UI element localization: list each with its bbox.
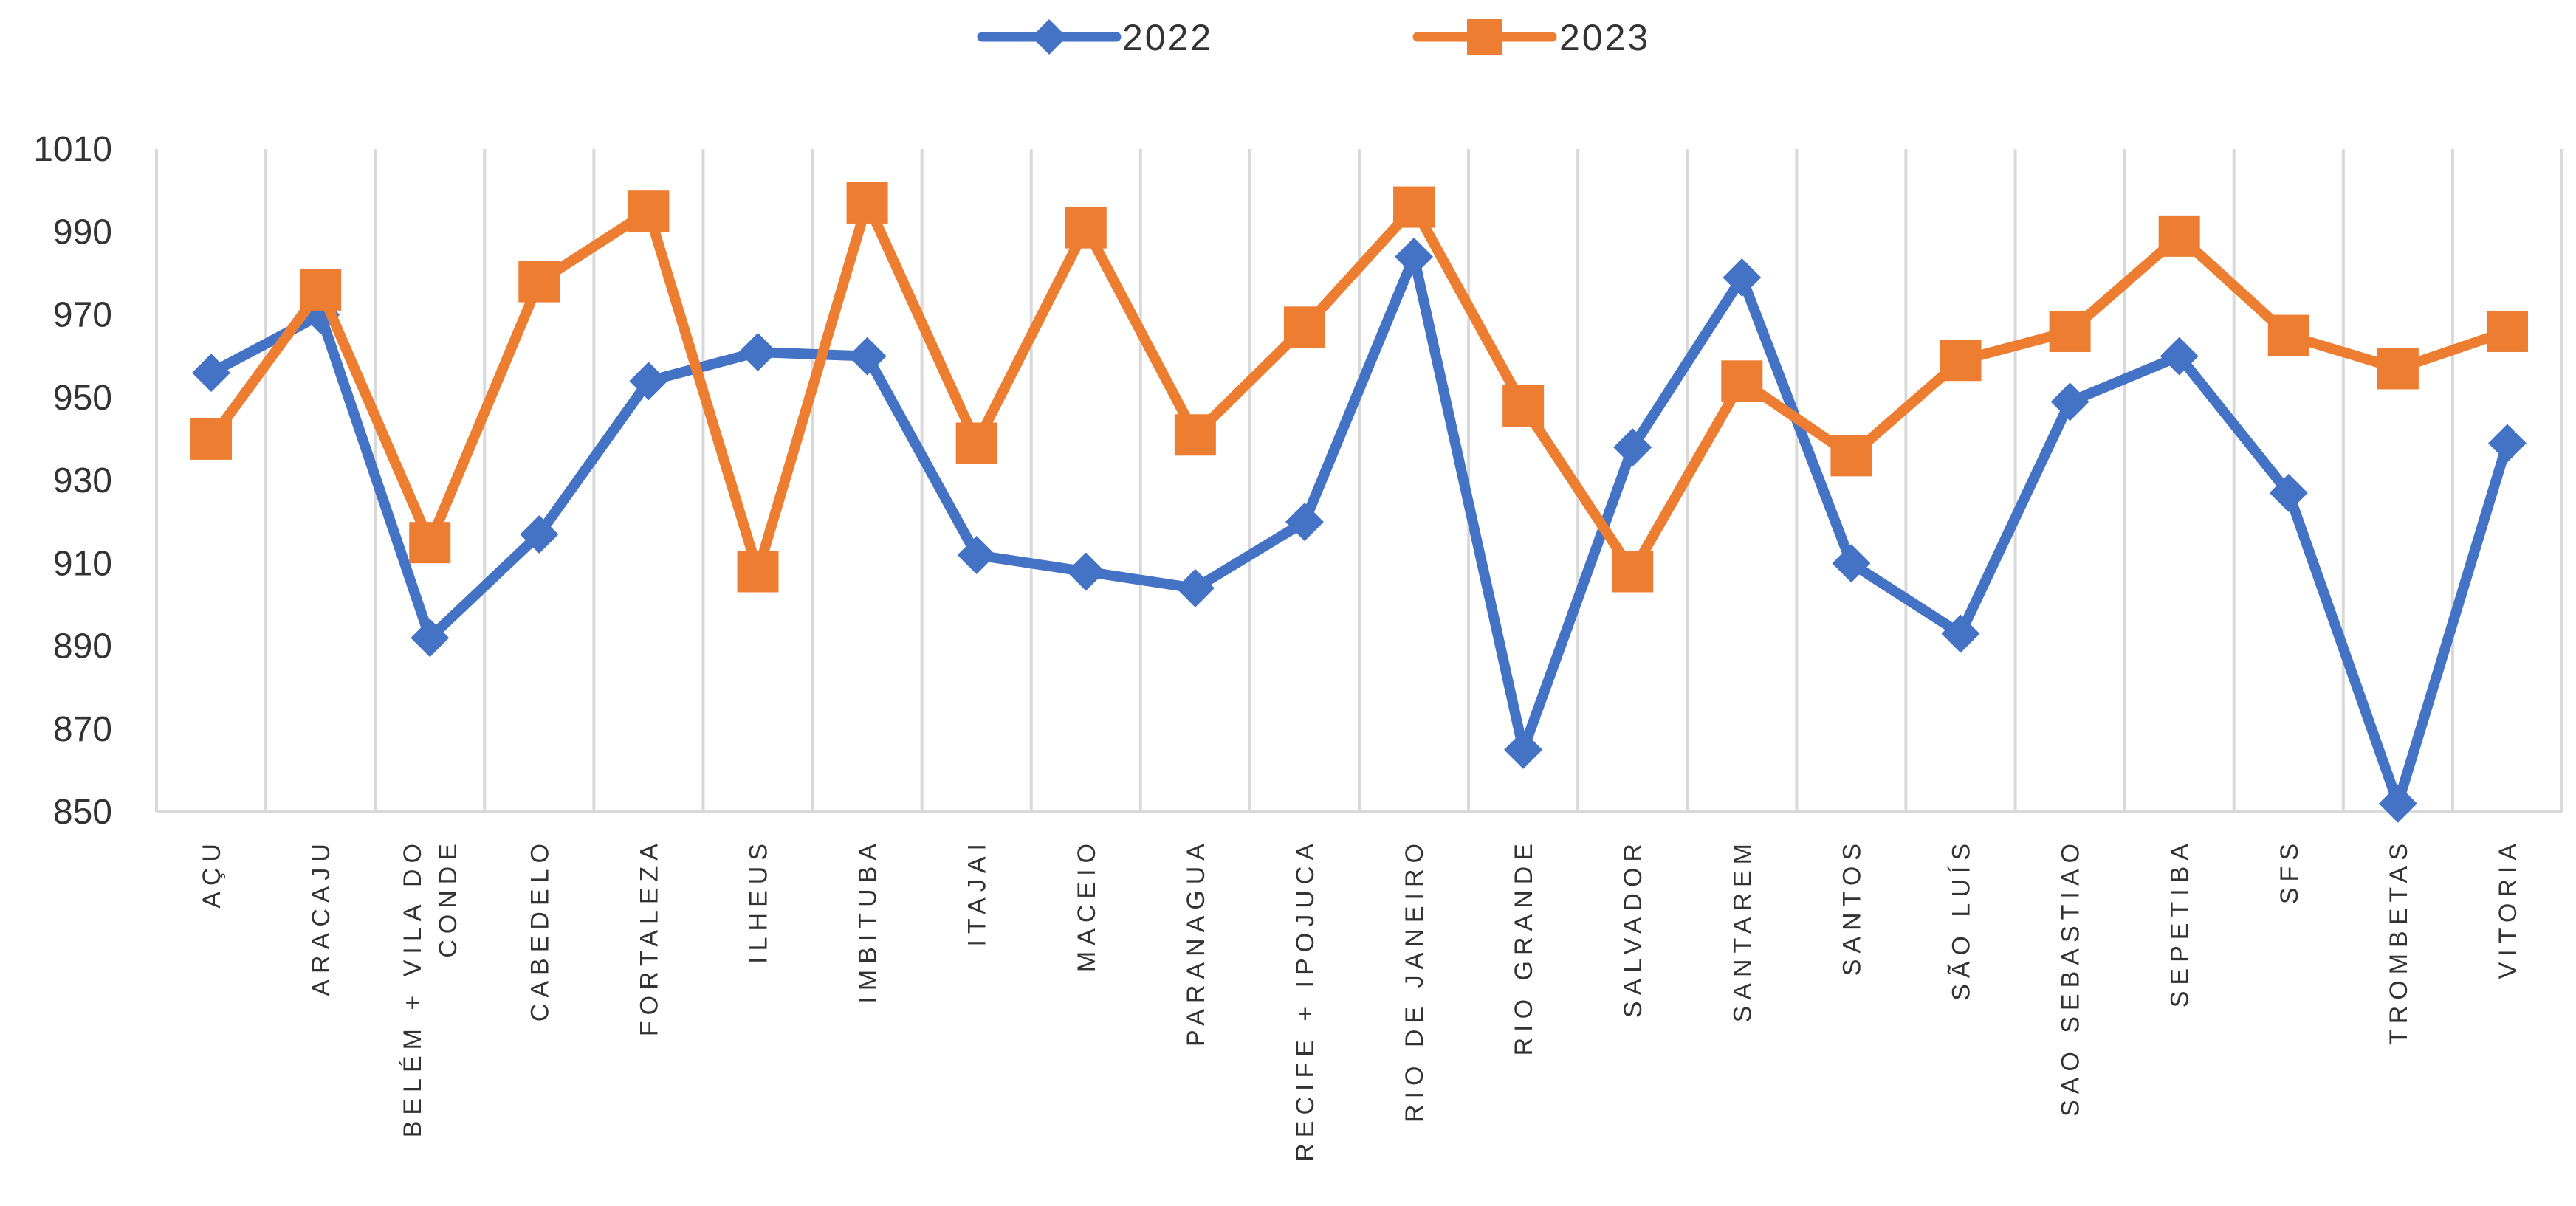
data-point-2023 [300, 269, 342, 311]
data-point-2022 [1175, 568, 1215, 607]
legend-label: 2023 [1559, 17, 1650, 58]
legend-marker [1031, 19, 1067, 55]
data-point-2022 [1504, 730, 1543, 769]
data-point-2022 [848, 337, 887, 376]
x-tick-label: TROMBETAS [2385, 838, 2413, 1045]
x-tick-label: SFS [2276, 838, 2304, 904]
data-point-2023 [518, 261, 560, 303]
data-point-2022 [738, 333, 777, 372]
y-tick-label: 990 [53, 213, 112, 252]
data-point-2023 [1174, 414, 1216, 456]
data-point-2023 [409, 522, 451, 564]
y-tick-label: 870 [53, 710, 112, 749]
data-point-2023 [2486, 310, 2528, 352]
series [190, 182, 2528, 823]
x-tick-label: SEPETIBA [2166, 838, 2194, 1007]
x-tick-label: SAO SEBASTIAO [2057, 838, 2085, 1117]
y-axis-ticks: 850 870 890 910 930 950 970 990 1010 [33, 130, 112, 832]
data-point-2023 [190, 418, 233, 460]
data-point-2023 [846, 182, 888, 224]
x-tick-label: RIO GRANDE [1510, 838, 1538, 1055]
y-tick-label: 850 [53, 793, 112, 832]
x-tick-label: ILHEUS [745, 838, 773, 964]
x-tick-label: SALVADOR [1619, 838, 1647, 1018]
data-point-2022 [2160, 337, 2199, 376]
data-point-2022 [1723, 258, 1762, 297]
y-tick-label: 970 [53, 296, 112, 335]
data-point-2022 [1395, 237, 1434, 276]
data-point-2023 [1502, 385, 1545, 427]
data-point-2023 [737, 551, 779, 593]
data-point-2023 [2049, 310, 2091, 352]
data-point-2023 [1612, 551, 1654, 593]
x-tick-label: CABEDELO [526, 838, 554, 1021]
y-tick-label: 930 [53, 461, 112, 500]
x-tick-label: SANTOS [1838, 838, 1866, 976]
x-tick-label: MACEIO [1073, 838, 1101, 972]
x-tick-label: RECIFE + IPOJUCA [1291, 838, 1319, 1162]
x-axis-ticks: AÇU ARACAJU BELÉM + VILA DO CONDE CABEDELO FO… [198, 838, 2522, 1162]
data-point-2022 [629, 362, 668, 401]
data-point-2022 [1285, 503, 1324, 542]
data-point-2023 [1393, 186, 1435, 228]
data-point-2023 [1721, 360, 1763, 402]
data-point-2023 [1065, 207, 1107, 249]
data-point-2022 [192, 354, 231, 393]
y-tick-label: 1010 [33, 130, 112, 169]
data-point-2023 [628, 190, 670, 232]
data-point-2022 [2050, 382, 2089, 421]
series-line-2022 [206, 251, 2513, 809]
data-point-2022 [1941, 614, 1980, 653]
legend-label: 2022 [1122, 17, 1213, 58]
x-tick-label: SÃO LUÍS [1948, 838, 1976, 1001]
data-point-2023 [2158, 215, 2200, 257]
data-point-2023 [1283, 306, 1325, 348]
data-point-2022 [957, 536, 996, 575]
x-tick-label: ITAJAI [964, 838, 992, 947]
x-tick-label: RIO DE JANEIRO [1401, 838, 1429, 1123]
data-point-2023 [2377, 348, 2419, 390]
x-tick-label: CONDE [434, 838, 462, 958]
data-point-2023 [1940, 340, 1982, 382]
x-tick-label: IMBITUBA [854, 838, 882, 1004]
x-tick-label: SANTAREM [1728, 838, 1756, 1022]
legend-item-2023: 2023 [1412, 17, 1650, 58]
data-point-2023 [1830, 435, 1872, 477]
data-point-2022 [2378, 784, 2417, 823]
x-tick-label: ARACAJU [307, 838, 335, 996]
data-point-2022 [520, 514, 559, 554]
y-tick-label: 910 [53, 544, 112, 583]
data-point-2022 [1066, 552, 1105, 591]
data-point-2022 [2487, 424, 2527, 463]
data-point-2023 [2267, 314, 2309, 356]
series-line-2023 [206, 197, 2513, 577]
legend: 2022 2023 [977, 17, 1650, 58]
y-tick-label: 950 [53, 379, 112, 418]
data-point-2022 [411, 618, 450, 658]
data-point-2022 [2269, 473, 2308, 512]
y-tick-label: 890 [53, 627, 112, 666]
x-tick-label: AÇU [198, 838, 226, 909]
x-tick-label: FORTALEZA [635, 838, 663, 1036]
grid [155, 149, 2563, 812]
x-tick-label: BELÉM + VILA DO [399, 838, 427, 1137]
x-tick-label: VITORIA [2494, 838, 2522, 979]
legend-item-2022: 2022 [977, 17, 1213, 58]
legend-marker [1467, 19, 1502, 55]
data-point-2023 [955, 422, 997, 464]
data-point-2022 [1832, 544, 1871, 583]
x-tick-label: PARANAGUA [1182, 838, 1210, 1047]
data-point-2022 [1613, 428, 1652, 467]
